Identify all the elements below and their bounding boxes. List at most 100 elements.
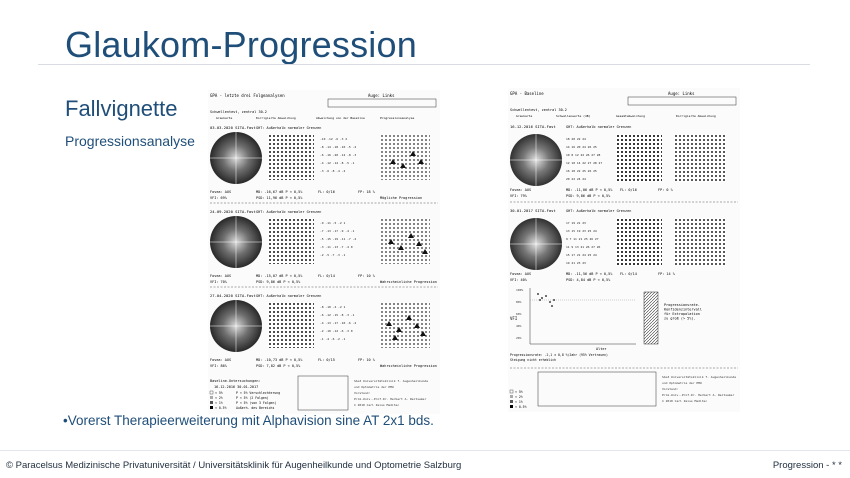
exam-psd: PSD: 11,96 dB P < 0,5% xyxy=(256,196,303,200)
svg-text:-2 -5 -7 -3 -1: -2 -5 -7 -3 -1 xyxy=(320,253,345,257)
footer-page-label: Progression - * * xyxy=(772,460,842,471)
svg-text:< 5%: < 5% xyxy=(515,390,523,394)
svg-text:-1 -4 -6 -2 -1: -1 -4 -6 -2 -1 xyxy=(320,337,345,341)
exam-ght: GHT: Außerhalb normaler Grenzen xyxy=(256,210,321,214)
exam-ght: GHT: Außerhalb normaler Grenzen xyxy=(566,125,631,129)
exam-md: MD: -11,56 dB P < 0,5% xyxy=(566,272,613,276)
svg-text:40%: 40% xyxy=(516,324,522,328)
report-field: Schwellentest, zentral 30-2 xyxy=(210,110,267,114)
svg-text:< 0.5%: < 0.5% xyxy=(215,406,227,410)
svg-text:-10 -12 -6 -3 2: -10 -12 -6 -3 2 xyxy=(320,137,347,141)
report-eye: Auge: Links xyxy=(368,93,395,98)
exam-fp: FP: 0 % xyxy=(658,188,674,192)
svg-text:20%: 20% xyxy=(516,336,522,340)
svg-text:< 1%: < 1% xyxy=(515,400,523,404)
slide-subsubtitle: Progressionsanalyse xyxy=(65,133,195,149)
svg-text:100%: 100% xyxy=(516,288,523,292)
exam-psd: PSD: 4,84 dB P < 0,5% xyxy=(566,278,611,282)
bullet-text: •Vorerst Therapieerweiterung mit Alphavi… xyxy=(63,413,434,428)
exam-block: 24-09-2020 SITA-Fast GHT: Außerhalb norm… xyxy=(210,209,438,288)
svg-text:-2 -10 -12 -6 -3 0: -2 -10 -12 -6 -3 0 xyxy=(320,329,353,333)
vfi-trend-plot: VFI 100% 80% 60% 40% 20% Alter Progressionsr… xyxy=(510,288,702,362)
svg-text:18 20 22 24: 18 20 22 24 xyxy=(566,137,586,141)
svg-text:13 15 19 23 25 24: 13 15 19 23 25 24 xyxy=(566,229,597,233)
svg-text:-3 -6 -8 -4 -2: -3 -6 -8 -4 -2 xyxy=(320,169,345,173)
exam-psd: PSD: 9,86 dB P < 0,5% xyxy=(256,280,301,284)
svg-text:< 5%: < 5% xyxy=(215,391,223,395)
exam-verdict: Mögliche Progression xyxy=(380,196,422,200)
svg-text:< 2%: < 2% xyxy=(215,396,223,400)
exam-date: 27-04-2020 SITA-Fast xyxy=(210,293,256,298)
exam-fl: FL: 0/16 xyxy=(318,190,335,194)
col-label-3: Korrigierte Abweichung xyxy=(676,114,716,118)
svg-text:< 2%: < 2% xyxy=(515,395,523,399)
exam-date: 03-03-2020 SITA-Fast xyxy=(210,125,256,130)
svg-text:-9 -11 -5 -2 1: -9 -11 -5 -2 1 xyxy=(320,221,345,225)
report-header: GPA - letzte drei Folgeanalysen xyxy=(210,93,285,98)
progression-symbols xyxy=(380,134,430,180)
svg-text:< 1%: < 1% xyxy=(215,401,223,405)
svg-text:Prim.Univ.-Prof.Dr. Herbert A.: Prim.Univ.-Prof.Dr. Herbert A. Reitsamer xyxy=(662,393,734,397)
exam-fl: FL: 0/14 xyxy=(318,274,335,278)
pattern-deviation-map xyxy=(674,218,726,266)
col-label-0: Graukarte xyxy=(516,114,532,118)
pattern-deviation-map xyxy=(268,134,314,180)
exam-fp: FP: 18 % xyxy=(358,190,376,194)
pattern-deviation-map xyxy=(268,218,314,264)
comment-box xyxy=(537,371,657,407)
col-label-0: Graukarte xyxy=(216,116,232,120)
exam-date: 16-12-2016 SITA-Fast xyxy=(510,124,556,129)
exam-ght: GHT: Außerhalb normaler Grenzen xyxy=(566,209,631,213)
exam-block: 27-04-2020 SITA-Fast GHT: Außerhalb norm… xyxy=(210,293,437,368)
footer-copyright: © Paracelsus Medizinische Privatuniversi… xyxy=(6,460,462,471)
svg-text:und Optometrie der PMU: und Optometrie der PMU xyxy=(662,381,702,385)
svg-text:Alter: Alter xyxy=(596,347,607,351)
svg-text:-5 -15 -19 -11 -7 -2: -5 -15 -19 -11 -7 -2 xyxy=(320,237,356,241)
exam-fl: FL: 0/15 xyxy=(318,358,335,362)
col-label-2: Gesamtabweichung xyxy=(616,114,645,118)
exam-psd: PSD: 7,82 dB P < 0,5% xyxy=(256,364,301,368)
svg-text:P < 5% Verschlechterung: P < 5% Verschlechterung xyxy=(236,391,280,395)
baseline-dates: 16-12-2016 30-01-2017 xyxy=(214,385,258,389)
svg-text:-8 -14 -18 -10 -5 -2: -8 -14 -18 -10 -5 -2 xyxy=(320,145,356,149)
threshold-values: 18 20 22 24 14 16 20 24 26 25 10 8 12 22 2… xyxy=(566,137,602,181)
exam-fovea: Fovea: AUS xyxy=(210,274,231,278)
svg-text:19 21 23 23: 19 21 23 23 xyxy=(566,261,586,265)
exam-block: 30-01-2017 SITA-Fast GHT: Außerhalb norm… xyxy=(510,208,726,282)
exam-fp: FP: 10 % xyxy=(358,358,376,362)
svg-text:und Optometrie der PMU: und Optometrie der PMU xyxy=(354,385,394,389)
title-divider xyxy=(38,64,810,65)
exam-ght: GHT: Außerhalb normaler Grenzen xyxy=(256,294,321,298)
exam-fl: FL: 0/14 xyxy=(620,272,637,276)
exam-fovea: Fovea: AUS xyxy=(210,358,231,362)
svg-text:Vorstand:: Vorstand: xyxy=(662,387,678,391)
svg-text:-6 -12 -15 -8 -3 -1: -6 -12 -15 -8 -3 -1 xyxy=(320,313,355,317)
exam-ght: GHT: Außerhalb normaler Grenzen xyxy=(256,126,321,130)
exam-block: 03-03-2020 SITA-Fast GHT: Außerhalb norm… xyxy=(210,125,438,204)
exam-fp: FP: 10 % xyxy=(358,274,376,278)
exam-vfi: VFI: 79% xyxy=(510,194,528,198)
pattern-deviation-map xyxy=(268,302,314,348)
svg-text:-6 -16 -20 -12 -8 -3: -6 -16 -20 -12 -8 -3 xyxy=(320,153,356,157)
exam-verdict: Wahrscheinliche Progression xyxy=(380,364,437,368)
exam-vfi: VFI: 70% xyxy=(210,280,228,284)
svg-text:< 0.5%: < 0.5% xyxy=(515,405,527,409)
svg-text:60%: 60% xyxy=(516,312,522,316)
exam-verdict: Wahrscheinliche Progression xyxy=(380,280,437,284)
footer-divider xyxy=(0,450,850,451)
threshold-values: 17 19 21 23 13 15 19 23 25 24 9 7 11 21 25… xyxy=(566,221,601,265)
projection-bar xyxy=(643,291,659,345)
svg-text:15 17 21 24 25 24: 15 17 21 24 25 24 xyxy=(566,253,597,257)
exam-md: MD: -16,67 dB P < 0,5% xyxy=(256,190,303,194)
total-deviation-map xyxy=(616,134,662,182)
rate-text-2: Steigung nicht erheblich xyxy=(510,358,556,362)
exam-vfi: VFI: 40% xyxy=(510,278,528,282)
svg-text:Prim.Univ.-Prof.Dr. Herbert A.: Prim.Univ.-Prof.Dr. Herbert A. Reitsamer xyxy=(354,397,426,401)
report-eye: Auge: Links xyxy=(668,91,695,96)
svg-text:20 22 24 24: 20 22 24 24 xyxy=(566,177,586,181)
progression-symbols xyxy=(380,218,430,264)
svg-text:12 10 14 22 27 28 27: 12 10 14 22 27 28 27 xyxy=(566,161,602,165)
exam-md: MD: -15,07 dB P < 0,5% xyxy=(256,274,303,278)
svg-text:-4 -12 -14 -8 -5 -1: -4 -12 -14 -8 -5 -1 xyxy=(320,161,355,165)
legend: < 5% < 2% < 1% < 0.5% xyxy=(509,389,527,409)
